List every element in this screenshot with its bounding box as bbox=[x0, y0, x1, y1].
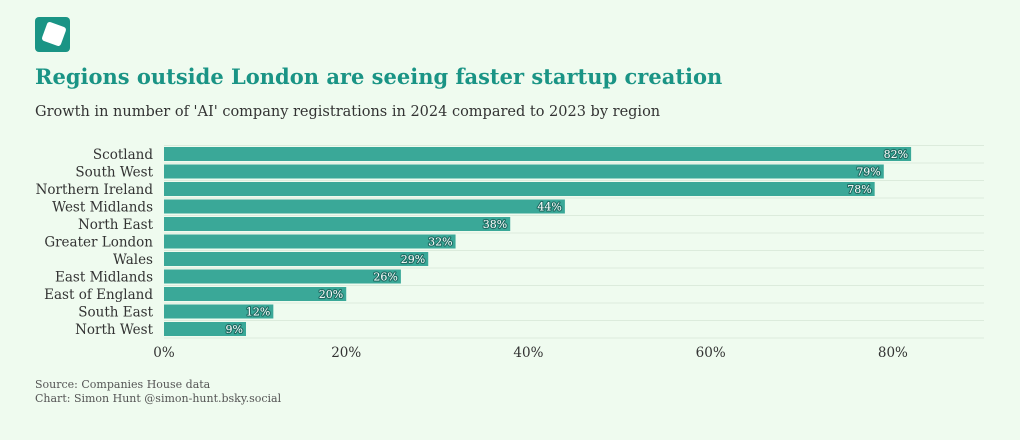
data-label: 12% bbox=[246, 306, 270, 319]
x-tick-label: 20% bbox=[331, 345, 361, 361]
category-label: North East bbox=[78, 217, 154, 233]
data-label: 44% bbox=[537, 201, 561, 214]
category-label: Wales bbox=[113, 252, 153, 268]
chart-footer: Source: Companies House data Chart: Simo… bbox=[35, 378, 281, 406]
category-label: Scotland bbox=[93, 147, 153, 163]
data-label: 82% bbox=[884, 148, 908, 161]
logo-icon bbox=[35, 17, 70, 52]
bar bbox=[164, 217, 511, 231]
bar bbox=[164, 322, 246, 336]
data-label: 38% bbox=[483, 218, 507, 231]
x-tick-label: 80% bbox=[878, 345, 908, 361]
category-label: East of England bbox=[44, 287, 153, 303]
source-note: Source: Companies House data bbox=[35, 378, 211, 391]
category-label: South East bbox=[78, 305, 153, 321]
category-label: West Midlands bbox=[52, 200, 153, 216]
x-tick-label: 40% bbox=[513, 345, 543, 361]
bar bbox=[164, 252, 429, 266]
credit-note: Chart: Simon Hunt @simon-hunt.bsky.socia… bbox=[35, 392, 282, 405]
bar bbox=[164, 287, 347, 301]
bar-chart: Scotland 82% South West 79% Northern Ireland… bbox=[36, 145, 984, 361]
data-label: 26% bbox=[373, 271, 397, 284]
bar bbox=[164, 304, 274, 319]
bar bbox=[164, 182, 875, 196]
category-label: Greater London bbox=[44, 235, 153, 251]
x-tick-label: 0% bbox=[153, 345, 175, 361]
bar bbox=[164, 199, 565, 214]
chart-title: Regions outside London are seeing faster… bbox=[35, 64, 723, 89]
data-label: 79% bbox=[856, 166, 880, 179]
chart-subtitle: Growth in number of 'AI' company registr… bbox=[35, 104, 661, 120]
data-label: 29% bbox=[401, 253, 425, 266]
bar bbox=[164, 164, 884, 179]
x-tick-label: 60% bbox=[696, 345, 726, 361]
data-label: 32% bbox=[428, 236, 452, 249]
category-label: South West bbox=[75, 165, 153, 181]
category-label: North West bbox=[75, 322, 153, 338]
bar bbox=[164, 147, 912, 161]
data-label: 78% bbox=[847, 183, 871, 196]
category-label: East Midlands bbox=[55, 270, 153, 286]
data-label: 9% bbox=[226, 323, 243, 336]
bar bbox=[164, 234, 456, 249]
bar bbox=[164, 269, 401, 284]
category-label: Northern Ireland bbox=[36, 182, 154, 198]
data-label: 20% bbox=[319, 288, 343, 301]
